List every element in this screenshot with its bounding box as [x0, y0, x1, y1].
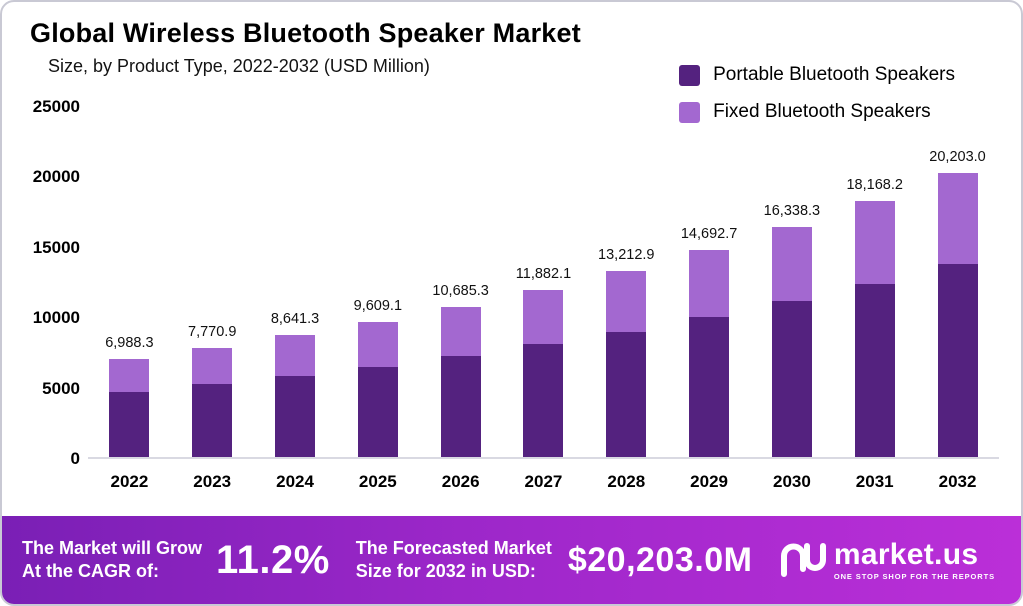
bar-total-label: 7,770.9: [188, 323, 237, 340]
legend-label-fixed: Fixed Bluetooth Speakers: [713, 101, 931, 122]
bar-total-label: 18,168.2: [846, 177, 903, 194]
bar-total-label: 9,609.1: [353, 297, 403, 314]
chart-area: 0 5000 10000 15000 20000 25000 6,988.3 7,770.9…: [2, 97, 1021, 468]
brand-block: market.us ONE STOP SHOP FOR THE REPORTS: [780, 537, 995, 581]
forecast-text: The Forecasted Market Size for 2032 in U…: [356, 537, 552, 584]
bar-column: 9,609.1: [336, 107, 419, 457]
forecast-text-line2: Size for 2032 in USD:: [355, 561, 536, 581]
bar-total-label: 8,641.3: [270, 311, 320, 328]
y-axis-tick-label: 20000: [32, 167, 80, 187]
bar-segment-fixed: [606, 270, 647, 332]
bar-column: 20,203.0: [916, 107, 999, 457]
y-axis-tick-label: 0: [70, 449, 80, 468]
bar-segment-portable: [440, 356, 481, 457]
bar-segment-fixed: [357, 321, 398, 367]
y-axis-tick-label: 10000: [32, 308, 80, 328]
page-title: Global Wireless Bluetooth Speaker Market: [30, 18, 581, 48]
bar-column: 6,988.3: [88, 107, 171, 457]
bar-total-label: 11,882.1: [515, 265, 572, 282]
y-axis-tick-label: 15000: [32, 237, 80, 257]
x-axis-label: 2025: [358, 472, 397, 491]
x-axis-label: 2029: [690, 472, 728, 491]
brand-name: market.us: [833, 537, 979, 571]
bar-column: 8,641.3: [254, 107, 337, 457]
chart-subtitle: Size, by Product Type, 2022-2032 (USD Mi…: [48, 56, 430, 76]
legend-label-portable: Portable Bluetooth Speakers: [713, 64, 955, 85]
bar-segment-fixed: [937, 172, 978, 265]
bar-total-label: 16,338.3: [763, 202, 821, 219]
bar-segment-portable: [523, 344, 564, 457]
bar-total-label: 6,988.3: [105, 334, 154, 351]
forecast-text-line1: The Forecasted Market: [355, 537, 552, 558]
bar-segment-portable: [771, 301, 812, 457]
bar-segment-fixed: [275, 335, 316, 377]
x-axis-label: 2026: [441, 472, 480, 491]
bar-segment-fixed: [771, 226, 812, 302]
y-axis-tick-label: 25000: [32, 97, 80, 116]
cagr-text-line2: At the CAGR of:: [22, 561, 159, 581]
legend-swatch-portable-icon: [679, 64, 701, 86]
plot-area: 6,988.3 7,770.9 8,641.3 9,609.1 10,685.3 11,8…: [88, 107, 999, 459]
legend-item-fixed: Fixed Bluetooth Speakers: [679, 101, 955, 123]
bar-segment-portable: [192, 383, 233, 457]
bar-column: 10,685.3: [419, 107, 502, 457]
legend-swatch-fixed-icon: [679, 101, 701, 123]
y-axis-tick-label: 5000: [42, 378, 80, 398]
bar-segment-fixed: [854, 201, 895, 284]
chart-header: Global Wireless Bluetooth Speaker Market…: [2, 2, 1021, 77]
market-us-logo-icon: [780, 543, 826, 577]
bar-segment-fixed: [523, 289, 564, 345]
bar-column: 14,692.7: [668, 107, 751, 457]
x-axis-label: 2031: [855, 472, 894, 491]
x-axis-label: 2028: [607, 472, 646, 491]
x-axis-label: 2030: [772, 472, 811, 491]
forecast-value: $20,203.0M: [567, 540, 753, 579]
bar-segment-portable: [689, 316, 730, 457]
x-axis-label: 2022: [110, 472, 149, 491]
brand-text: market.us ONE STOP SHOP FOR THE REPORTS: [833, 537, 995, 581]
bar-segment-portable: [854, 283, 895, 457]
cagr-text-line1: The Market will Grow: [22, 537, 203, 558]
bar-segment-portable: [275, 376, 316, 457]
chart-legend: Portable Bluetooth Speakers Fixed Blueto…: [679, 64, 955, 123]
bar-segment-fixed: [689, 250, 730, 317]
bar-total-label: 13,212.9: [598, 246, 655, 263]
bar-column: 18,168.2: [833, 107, 916, 457]
x-axis: 2022 2023 2024 2025 2026 2027 2028 2029 2030 2031…: [2, 459, 1021, 492]
legend-item-portable: Portable Bluetooth Speakers: [679, 64, 955, 86]
bar-total-label: 14,692.7: [680, 226, 738, 243]
x-axis-label: 2023: [193, 472, 232, 491]
bar-segment-portable: [109, 391, 150, 457]
x-axis-label: 2027: [524, 472, 563, 491]
y-axis: 0 5000 10000 15000 20000 25000: [8, 97, 88, 468]
bar-column: 11,882.1: [502, 107, 585, 457]
bar-segment-fixed: [109, 358, 150, 392]
bar-segment-portable: [357, 366, 398, 457]
bar-segment-fixed: [192, 347, 233, 384]
bar-column: 16,338.3: [751, 107, 834, 457]
x-axis-label: 2024: [276, 472, 314, 491]
brand-tagline: ONE STOP SHOP FOR THE REPORTS: [833, 571, 995, 581]
footer-banner: The Market will Grow At the CAGR of: 11.…: [2, 516, 1021, 604]
x-axis-labels: 2022 2023 2024 2025 2026 2027 2028 2029 2030 2031…: [88, 459, 999, 492]
cagr-value: 11.2%: [216, 537, 330, 582]
bar-column: 7,770.9: [171, 107, 254, 457]
bar-column: 13,212.9: [585, 107, 668, 457]
bar-segment-portable: [606, 331, 647, 457]
bar-segment-fixed: [440, 306, 481, 357]
cagr-text: The Market will Grow At the CAGR of:: [22, 537, 202, 584]
x-axis-label: 2032: [938, 472, 977, 491]
bar-total-label: 10,685.3: [432, 282, 489, 299]
bar-segment-portable: [937, 264, 978, 457]
bar-total-label: 20,203.0: [929, 148, 986, 165]
